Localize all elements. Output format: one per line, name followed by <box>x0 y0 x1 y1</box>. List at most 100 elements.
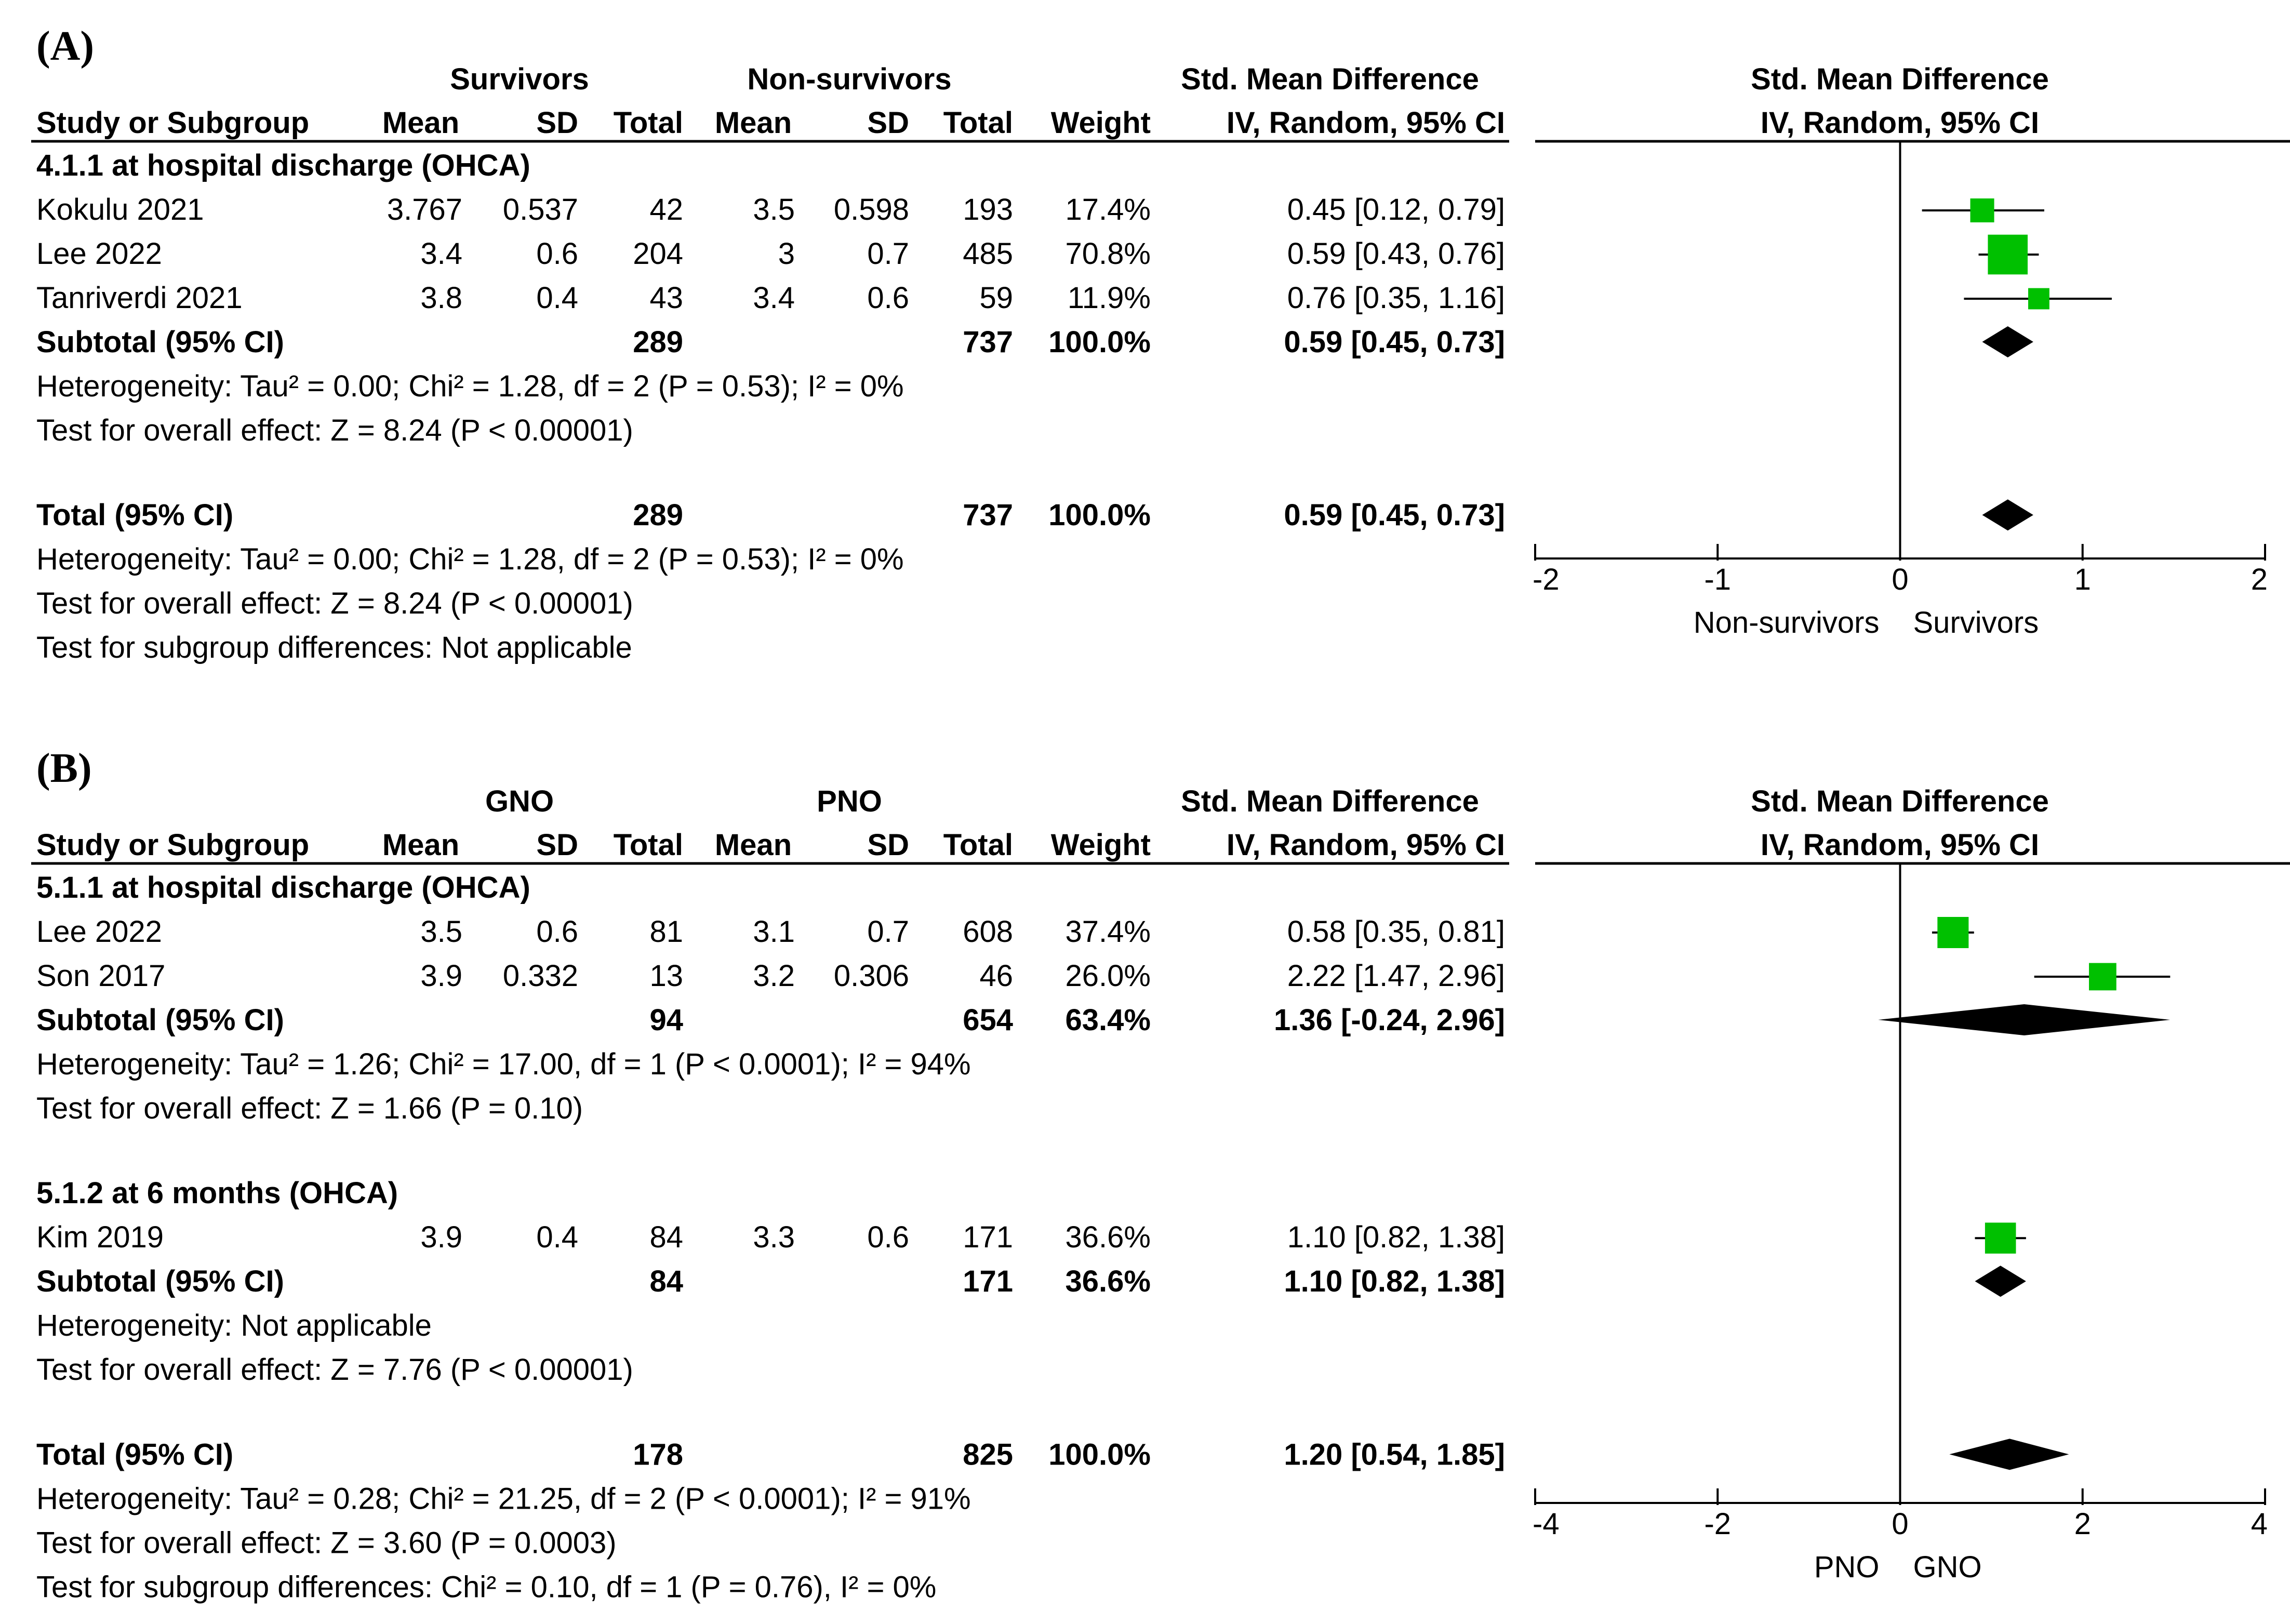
subtotal-label: Subtotal (95% CI) <box>36 325 284 359</box>
plot-ci-heading: IV, Random, 95% CI <box>1761 106 2039 140</box>
subtotal-row: Subtotal (95% CI) 289 737 100.0% 0.59 [0.45,… <box>36 325 2033 359</box>
note-row: Heterogeneity: Tau² = 0.00; Chi² = 1.28,… <box>36 542 904 576</box>
plot-smd-heading: Std. Mean Difference <box>1751 62 2049 96</box>
study-row: Son 2017 3.9 0.332 13 3.2 0.306 46 26.0% 2.22 [1… <box>36 959 2171 993</box>
study-label: Lee 2022 <box>36 915 162 949</box>
total-1-value: 84 <box>649 1264 683 1298</box>
favours-left-label: PNO <box>1814 1550 1880 1584</box>
header-weight: Weight <box>1051 828 1151 862</box>
x-tick-label: 0 <box>1892 1507 1908 1541</box>
total-1-value: 13 <box>649 959 683 993</box>
study-label: Lee 2022 <box>36 237 162 271</box>
ci-value: 0.59 [0.43, 0.76] <box>1287 237 1505 271</box>
plot-ci-heading: IV, Random, 95% CI <box>1761 828 2039 862</box>
header-total-1: Total <box>614 828 683 862</box>
weight-value: 26.0% <box>1066 959 1151 993</box>
header-ci: IV, Random, 95% CI <box>1227 828 1505 862</box>
mean-2-value: 3.4 <box>753 281 795 315</box>
x-tick-label: 2 <box>2251 563 2268 596</box>
note-label: Test for overall effect: Z = 8.24 (P < 0… <box>36 587 633 620</box>
total-1-value: 81 <box>649 915 683 949</box>
total-1-value: 204 <box>633 237 683 271</box>
ci-value: 0.59 [0.45, 0.73] <box>1284 498 1505 532</box>
weight-value: 100.0% <box>1048 1437 1151 1471</box>
sd-1-value: 0.4 <box>536 1220 578 1254</box>
note-label: Test for overall effect: Z = 1.66 (P = 0… <box>36 1091 583 1125</box>
total-1-value: 42 <box>649 193 683 227</box>
mean-1-value: 3.767 <box>387 193 462 227</box>
header-sd-2: SD <box>867 828 909 862</box>
favours-left-label: Non-survivors <box>1694 606 1880 640</box>
study-label: Kokulu 2021 <box>36 193 204 227</box>
subgroup-label: 4.1.1 at hospital discharge (OHCA) <box>36 149 530 182</box>
note-row: Test for overall effect: Z = 8.24 (P < 0… <box>36 587 633 620</box>
total-1-value: 289 <box>633 498 683 532</box>
group1-heading: GNO <box>485 784 554 818</box>
note-label: Test for overall effect: Z = 7.76 (P < 0… <box>36 1353 633 1387</box>
favours-right-label: GNO <box>1913 1550 1982 1584</box>
smd-heading: Std. Mean Difference <box>1181 62 1479 96</box>
total-2-value: 193 <box>963 193 1013 227</box>
header-study: Study or Subgroup <box>36 106 309 140</box>
weight-value: 100.0% <box>1048 498 1151 532</box>
study-estimate-square <box>1985 1222 2016 1254</box>
study-row: Lee 2022 3.4 0.6 204 3 0.7 485 70.8% 0.59 [0.43,… <box>36 234 2039 275</box>
header-weight: Weight <box>1051 106 1151 140</box>
ci-value: 1.10 [0.82, 1.38] <box>1284 1264 1505 1298</box>
mean-2-value: 3.5 <box>753 193 795 227</box>
total-1-value: 43 <box>649 281 683 315</box>
panel-caption: (B) <box>36 746 92 791</box>
weight-value: 70.8% <box>1066 237 1151 271</box>
ci-value: 2.22 [1.47, 2.96] <box>1287 959 1505 993</box>
note-row: Test for overall effect: Z = 7.76 (P < 0… <box>36 1353 633 1387</box>
header-ci: IV, Random, 95% CI <box>1227 106 1505 140</box>
study-estimate-square <box>2089 963 2116 991</box>
weight-value: 100.0% <box>1048 325 1151 359</box>
header-sd-1: SD <box>536 106 578 140</box>
x-tick-label: -4 <box>1533 1507 1560 1541</box>
x-tick-label: -1 <box>1704 563 1731 596</box>
total-row: Total (95% CI) 289 737 100.0% 0.59 [0.45, 0.… <box>36 498 2033 532</box>
sd-2-value: 0.306 <box>834 959 909 993</box>
sd-2-value: 0.6 <box>867 281 909 315</box>
x-tick-label: 4 <box>2251 1507 2268 1541</box>
pooled-estimate-diamond <box>1982 499 2033 531</box>
ci-value: 1.20 [0.54, 1.85] <box>1284 1437 1505 1471</box>
total-2-value: 171 <box>963 1264 1013 1298</box>
weight-value: 11.9% <box>1068 281 1151 315</box>
note-row: Test for overall effect: Z = 1.66 (P = 0… <box>36 1091 583 1125</box>
study-row: Kim 2019 3.9 0.4 84 3.3 0.6 171 36.6% 1.10 [0.82… <box>36 1220 2026 1254</box>
total-2-value: 59 <box>979 281 1013 315</box>
x-tick-label: 1 <box>2074 563 2091 596</box>
total-label: Total (95% CI) <box>36 498 233 532</box>
total-1-value: 178 <box>633 1437 683 1471</box>
ci-value: 0.76 [0.35, 1.16] <box>1287 281 1505 315</box>
smd-heading: Std. Mean Difference <box>1181 784 1479 818</box>
panel-caption: (A) <box>36 23 94 69</box>
study-estimate-square <box>2028 288 2049 310</box>
note-row: Test for subgroup differences: Chi² = 0.… <box>36 1570 936 1604</box>
mean-1-value: 3.9 <box>420 1220 462 1254</box>
study-estimate-square <box>1937 916 1969 949</box>
total-label: Total (95% CI) <box>36 1437 233 1471</box>
total-2-value: 825 <box>963 1437 1013 1471</box>
total-2-value: 654 <box>963 1003 1013 1037</box>
ci-value: 0.58 [0.35, 0.81] <box>1287 915 1505 949</box>
header-total-2: Total <box>943 828 1013 862</box>
note-label: Heterogeneity: Tau² = 0.28; Chi² = 21.25… <box>36 1482 971 1515</box>
subgroup-row: 5.1.2 at 6 months (OHCA) <box>36 1176 398 1210</box>
note-label: Test for overall effect: Z = 3.60 (P = 0… <box>36 1526 617 1560</box>
note-label: Heterogeneity: Not applicable <box>36 1309 432 1342</box>
sd-1-value: 0.6 <box>536 915 578 949</box>
subtotal-row: Subtotal (95% CI) 84 171 36.6% 1.10 [0.82, 1… <box>36 1264 2026 1298</box>
sd-2-value: 0.6 <box>867 1220 909 1254</box>
header-total-1: Total <box>614 106 683 140</box>
plot-smd-heading: Std. Mean Difference <box>1751 784 2049 818</box>
weight-value: 36.6% <box>1066 1220 1151 1254</box>
weight-value: 17.4% <box>1066 193 1151 227</box>
group2-heading: PNO <box>817 784 882 818</box>
favours-right-label: Survivors <box>1913 606 2039 640</box>
total-1-value: 94 <box>649 1003 683 1037</box>
mean-2-value: 3.3 <box>753 1220 795 1254</box>
note-row: Test for overall effect: Z = 3.60 (P = 0… <box>36 1526 617 1560</box>
